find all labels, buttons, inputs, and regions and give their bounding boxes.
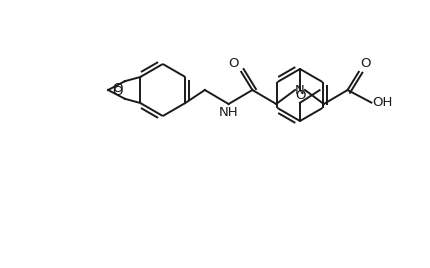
- Text: O: O: [295, 89, 305, 102]
- Text: N: N: [295, 84, 305, 96]
- Text: O: O: [112, 85, 123, 98]
- Text: OH: OH: [372, 96, 393, 109]
- Text: O: O: [112, 82, 123, 95]
- Text: O: O: [360, 57, 370, 70]
- Text: O: O: [229, 57, 239, 70]
- Text: NH: NH: [219, 106, 238, 119]
